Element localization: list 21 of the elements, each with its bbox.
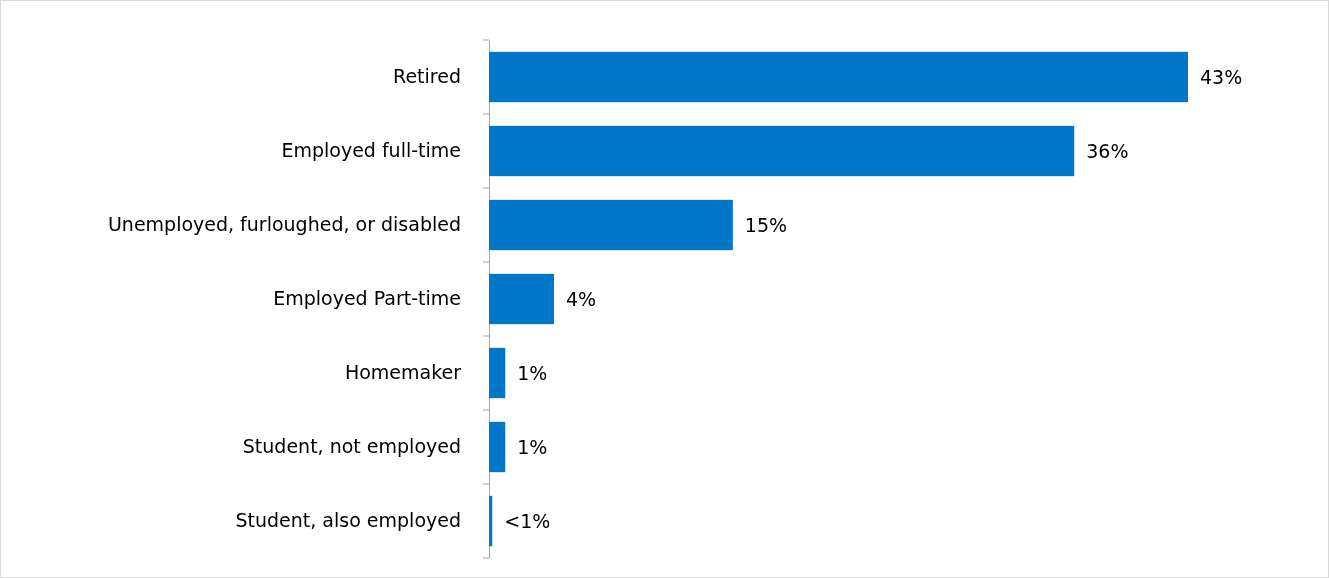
bar	[489, 273, 555, 325]
bar	[489, 495, 493, 547]
bar	[489, 125, 1075, 177]
data-label: 43%	[1200, 65, 1243, 88]
y-tick-label: Unemployed, furloughed, or disabled	[107, 213, 461, 236]
data-label: 15%	[744, 213, 788, 236]
data-label: 4%	[566, 287, 597, 310]
y-tick-label: Retired	[393, 65, 461, 88]
y-tick-label: Employed full-time	[281, 139, 461, 162]
y-tick-label: Employed Part-time	[273, 287, 461, 310]
data-label: 1%	[517, 361, 548, 384]
data-label: <1%	[504, 509, 551, 532]
y-tick-label: Student, not employed	[242, 435, 461, 458]
bar	[489, 51, 1188, 103]
bar	[489, 199, 733, 251]
y-tick-label: Homemaker	[344, 361, 462, 384]
data-label: 1%	[517, 435, 548, 458]
bar	[489, 421, 506, 473]
y-tick-label: Student, also employed	[235, 509, 461, 532]
data-label: 36%	[1086, 139, 1129, 162]
bar	[489, 347, 506, 399]
